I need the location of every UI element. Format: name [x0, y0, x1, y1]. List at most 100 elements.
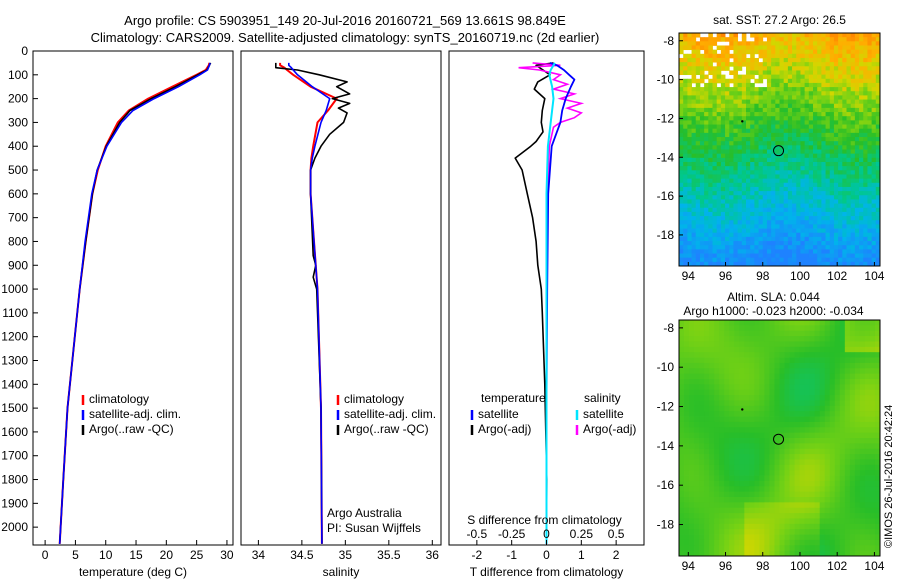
sla-cell [829, 330, 836, 337]
sst-cell [808, 49, 814, 55]
sst-cell [729, 128, 734, 134]
sla-cell [789, 529, 795, 535]
sla-cell [854, 389, 861, 396]
sst-cell [691, 186, 697, 192]
sla-cell [749, 502, 755, 509]
sst-cell [754, 87, 759, 92]
sst-cell [800, 124, 806, 130]
sla-cell [694, 513, 700, 519]
sst-cell [846, 82, 852, 88]
sla-cell [729, 545, 735, 552]
sst-cell [846, 178, 852, 184]
sst-cell [808, 33, 814, 38]
sla-cell [874, 384, 881, 391]
sst-cell [800, 49, 806, 55]
sla-cell [799, 389, 806, 396]
sst-cell [708, 82, 713, 88]
sst-cell [729, 199, 734, 204]
sla-cell [699, 384, 705, 391]
sla-cell [864, 507, 871, 514]
sla-cell [739, 357, 745, 364]
sla-cell [679, 320, 685, 326]
sla-cell [699, 480, 705, 487]
sla-cell [839, 352, 846, 358]
sst-cell [854, 99, 860, 105]
sst-cell [779, 191, 785, 196]
sst-cell [771, 241, 776, 246]
sst-cell [779, 45, 785, 51]
sst-cell [733, 95, 739, 100]
sst-cell [838, 66, 843, 71]
sst-cell [833, 137, 839, 142]
sla-cell [839, 497, 846, 503]
sla-cell [859, 411, 866, 417]
sst-cell [766, 161, 772, 167]
sla-cell [704, 352, 710, 358]
sst-cell [800, 170, 806, 175]
sst-cell [687, 253, 692, 259]
sst-cell [695, 70, 701, 76]
sla-cell [724, 395, 730, 401]
sst-cell [779, 37, 785, 42]
sla-cell [714, 438, 720, 444]
sst-cell [813, 37, 818, 42]
sla-cell [779, 491, 785, 498]
sst-cell [821, 182, 826, 188]
sst-cell [867, 228, 873, 234]
sla-cell [854, 480, 861, 487]
sst-cell [695, 232, 701, 238]
sst-cell [825, 99, 831, 105]
sla-cell [809, 507, 816, 514]
sst-cell [733, 186, 739, 192]
sla-cell [784, 454, 790, 460]
sla-cell [814, 486, 821, 493]
sla-cell [699, 502, 705, 509]
sla-cell [719, 550, 725, 557]
sla-cell [694, 454, 700, 460]
sst-cell [838, 157, 843, 163]
sst-cell [766, 70, 772, 76]
sst-cell [813, 249, 818, 254]
sst-cell [699, 132, 705, 138]
sla-cell [829, 454, 836, 460]
sla-cell [759, 539, 765, 546]
sst-cell [754, 141, 759, 146]
sla-cell [724, 486, 730, 493]
sla-cell [714, 368, 720, 375]
sst-cell [741, 145, 747, 150]
sst-cell [704, 145, 709, 150]
sla-cell [849, 325, 856, 332]
sst-cell [867, 261, 873, 267]
sla-cell [769, 518, 775, 525]
sla-cell [814, 330, 821, 337]
sla-cell [734, 480, 740, 487]
sst-cell [741, 112, 747, 117]
sla-cell [859, 523, 866, 530]
sla-cell [729, 320, 735, 326]
sla-cell [699, 518, 705, 525]
sla-cell [849, 518, 856, 525]
sst-cell [741, 182, 747, 188]
sla-cell [684, 529, 690, 535]
sla-cell [704, 362, 710, 369]
sst-cell [787, 211, 793, 217]
sst-cell [813, 91, 818, 96]
sst-cell [704, 211, 709, 217]
sla-cell [694, 464, 700, 471]
sla-cell [684, 513, 690, 519]
sst-cell [813, 236, 818, 242]
sst-cell [833, 220, 839, 225]
sst-cell [796, 57, 801, 63]
sst-cell [838, 82, 843, 88]
sst-cell [720, 57, 726, 63]
sst-cell [762, 116, 768, 121]
sla-cell [774, 518, 780, 525]
sst-cell [859, 211, 864, 217]
sla-cell [844, 486, 851, 493]
sla-cell [704, 497, 710, 503]
sst-cell [775, 207, 780, 213]
sst-cell [875, 62, 881, 67]
sla-cell [714, 330, 720, 337]
sst-cell [796, 116, 801, 121]
sla-cell [694, 389, 700, 396]
